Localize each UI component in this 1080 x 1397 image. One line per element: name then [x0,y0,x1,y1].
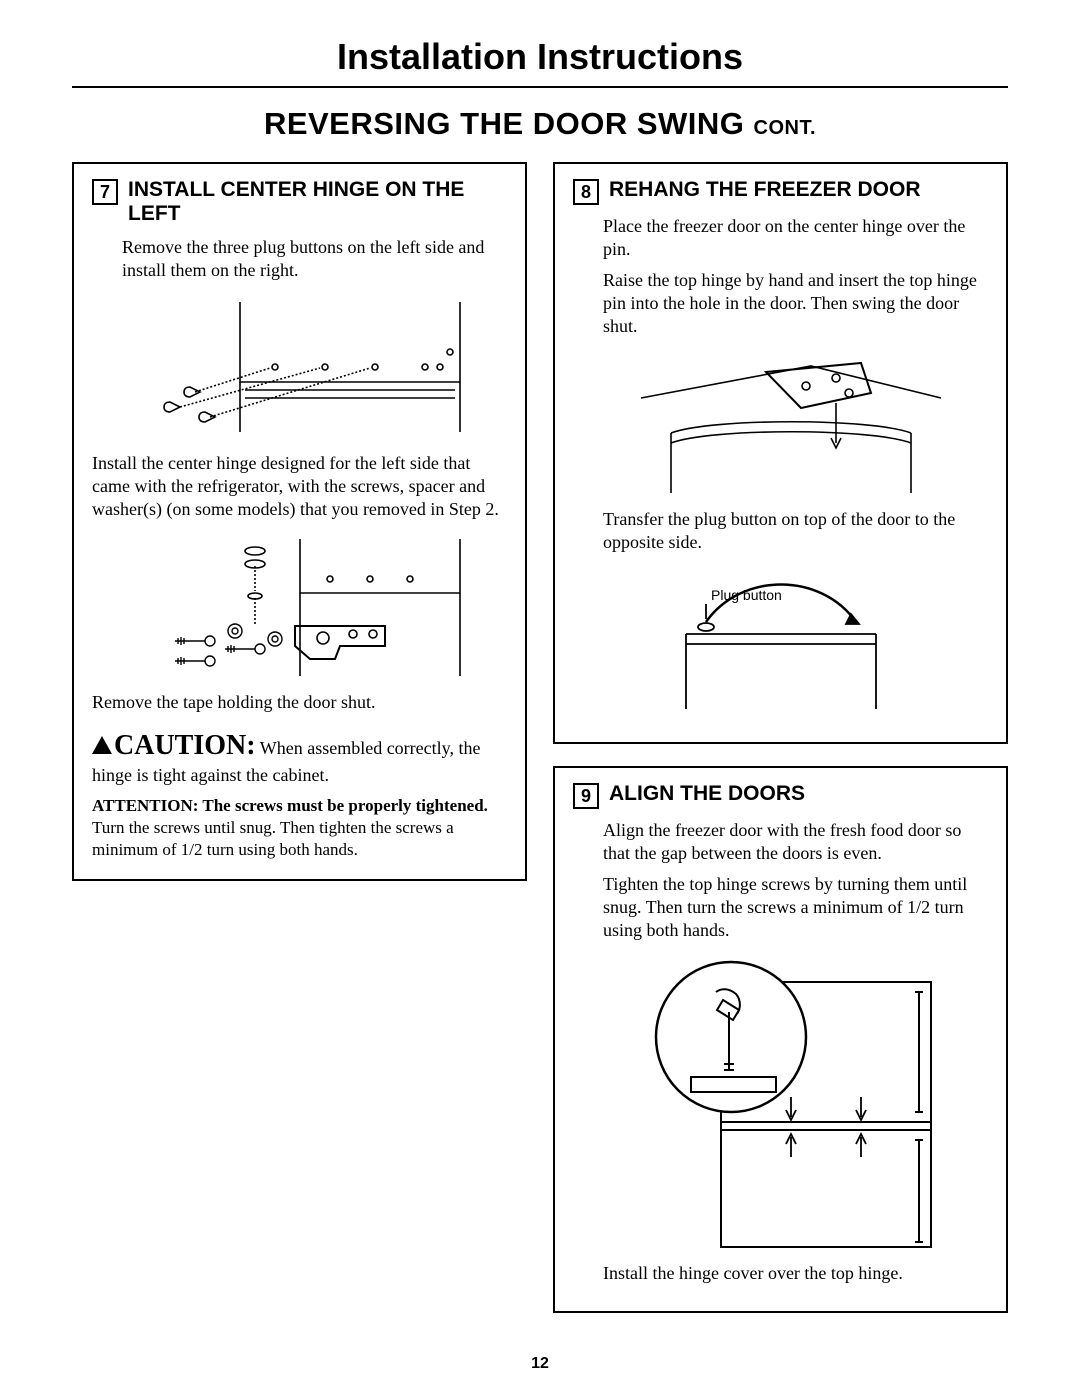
step-7-caution: CAUTION: When assembled correctly, the h… [92,728,507,787]
attention-rest: Turn the screws until snug. Then tighten… [92,818,454,859]
step-7-title: INSTALL CENTER HINGE ON THE LEFT [128,178,507,226]
step-7-p3: Remove the tape holding the door shut. [92,691,507,714]
step-7-illustration-2 [130,531,470,681]
step-8-p3: Transfer the plug button on top of the d… [603,508,988,554]
section-title-cont: CONT. [754,117,817,139]
right-column: 8 REHANG THE FREEZER DOOR Place the free… [553,162,1008,1313]
step-9-header: 9 ALIGN THE DOORS [573,782,988,809]
step-7-p2: Install the center hinge designed for th… [92,452,507,521]
step-8-number: 8 [573,179,599,205]
left-column: 7 INSTALL CENTER HINGE ON THE LEFT Remov… [72,162,527,1313]
step-7-illustration-1 [130,292,470,442]
step-9-p1: Align the freezer door with the fresh fo… [603,819,988,865]
step-8-p2: Raise the top hinge by hand and insert t… [603,269,988,338]
step-8-illustration-2: Plug button [641,564,921,714]
step-9-title: ALIGN THE DOORS [609,782,805,806]
section-title: REVERSING THE DOOR SWING CONT. [72,106,1008,142]
step-9-p2: Tighten the top hinge screws by turning … [603,873,988,942]
step-9-p3: Install the hinge cover over the top hin… [603,1262,988,1285]
step-7-number: 7 [92,179,118,205]
step-7-header: 7 INSTALL CENTER HINGE ON THE LEFT [92,178,507,226]
step-9-illustration [611,952,951,1252]
step-9-number: 9 [573,783,599,809]
attention-bold: ATTENTION: The screws must be properly t… [92,796,488,815]
step-8-title: REHANG THE FREEZER DOOR [609,178,921,202]
page-number: 12 [0,1355,1080,1373]
step-8-header: 8 REHANG THE FREEZER DOOR [573,178,988,205]
columns: 7 INSTALL CENTER HINGE ON THE LEFT Remov… [72,162,1008,1313]
warning-icon [92,736,112,754]
step-7-box: 7 INSTALL CENTER HINGE ON THE LEFT Remov… [72,162,527,881]
step-7-attention: ATTENTION: The screws must be properly t… [92,795,507,860]
section-title-main: REVERSING THE DOOR SWING [264,106,744,141]
step-8-box: 8 REHANG THE FREEZER DOOR Place the free… [553,162,1008,744]
step-7-p1: Remove the three plug buttons on the lef… [122,236,507,282]
step-8-p1: Place the freezer door on the center hin… [603,215,988,261]
plug-button-label: Plug button [711,587,782,603]
step-8-illustration-1 [611,348,951,498]
caution-word: CAUTION: [114,730,256,761]
step-9-box: 9 ALIGN THE DOORS Align the freezer door… [553,766,1008,1313]
page-title: Installation Instructions [72,36,1008,88]
